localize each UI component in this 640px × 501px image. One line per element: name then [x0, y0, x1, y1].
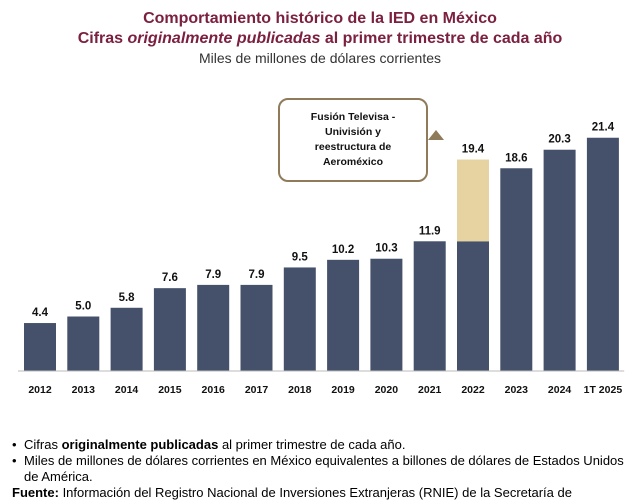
data-label: 7.9 [205, 269, 221, 281]
data-label: 10.2 [332, 244, 354, 256]
data-label: 19.4 [462, 144, 485, 156]
x-tick-label: 2019 [331, 384, 355, 396]
callout-text: Fusión Televisa - Univisión y reestructu… [298, 110, 408, 170]
bar-2012 [24, 323, 56, 371]
x-tick-label: 2017 [245, 384, 269, 396]
data-label: 5.8 [119, 292, 136, 304]
x-tick-label: 2021 [418, 384, 442, 396]
bar-2021 [413, 241, 446, 371]
bar-1t-2025 [586, 137, 619, 371]
x-tick-label: 2022 [461, 384, 485, 396]
title-line2-post: al primer trimestre de cada año [320, 30, 563, 47]
bar-2023 [500, 168, 533, 371]
chart-title-line2: Cifras originalmente publicadas al prime… [0, 29, 640, 49]
chart-title-block: Comportamiento histórico de la IED en Mé… [0, 9, 640, 68]
data-label: 7.6 [162, 272, 178, 284]
bar-2017 [240, 284, 273, 371]
x-tick-label: 2018 [288, 384, 312, 396]
footnote-1-post: al primer trimestre de cada año. [218, 437, 406, 452]
callout-line-3: reestructura de [314, 141, 392, 153]
bar-2014 [110, 307, 143, 371]
bar-2024 [543, 149, 576, 371]
x-tick-label: 2012 [28, 384, 52, 396]
annotation-callout: Fusión Televisa - Univisión y reestructu… [278, 98, 428, 182]
callout-line-4: Aeroméxico [322, 156, 384, 168]
bar-2019 [327, 259, 360, 371]
x-tick-label: 1T 2025 [584, 384, 623, 396]
bar-2020 [370, 258, 403, 371]
bar-2018 [283, 267, 316, 371]
data-label: 5.0 [75, 301, 91, 313]
bar-2022-base [457, 241, 489, 371]
data-label: 4.4 [32, 307, 49, 319]
footnote-1: • Cifras originalmente publicadas al pri… [12, 437, 632, 453]
title-line2-emphasis: originalmente publicadas [127, 30, 321, 47]
source-text: Información del Registro Nacional de Inv… [58, 485, 572, 500]
bar-2022-highlight [457, 159, 489, 242]
x-tick-label: 2024 [548, 384, 572, 396]
data-label: 10.3 [375, 243, 397, 255]
x-tick-label: 2020 [375, 384, 399, 396]
bar-2015 [153, 288, 186, 371]
bar-2013 [67, 316, 100, 371]
data-label: 18.6 [505, 152, 527, 164]
data-label: 20.3 [548, 134, 570, 146]
source-label: Fuente: [12, 485, 59, 500]
bullet-icon: • [12, 437, 17, 452]
x-tick-label: 2013 [72, 384, 96, 396]
chart-subtitle: Miles de millones de dólares corrientes [199, 50, 441, 66]
x-tick-label: 2015 [158, 384, 182, 396]
bullet-icon: • [12, 453, 17, 468]
footnote-1-bold: originalmente publicadas [61, 437, 219, 452]
bar-2016 [197, 284, 230, 371]
footnote-2: • Miles de millones de dólares corriente… [12, 453, 632, 485]
callout-arrow [428, 130, 444, 140]
footnote-2-text: Miles de millones de dólares corrientes … [24, 453, 624, 484]
data-label: 9.5 [292, 251, 309, 263]
footnotes: • Cifras originalmente publicadas al pri… [12, 437, 632, 501]
chart-title: Comportamiento histórico de la IED en Mé… [143, 10, 497, 27]
source-line: Fuente: Información del Registro Naciona… [12, 485, 632, 501]
footnote-1-pre: Cifras [24, 437, 62, 452]
data-label: 21.4 [592, 122, 615, 134]
x-tick-label: 2014 [115, 384, 139, 396]
x-tick-label: 2016 [202, 384, 226, 396]
x-tick-label: 2023 [505, 384, 529, 396]
title-line2-pre: Cifras [77, 30, 128, 47]
data-label: 7.9 [249, 269, 265, 281]
data-label: 11.9 [419, 225, 441, 237]
callout-line-1: Fusión Televisa - [310, 111, 396, 123]
footnote-1-text: Cifras originalmente publicadas al prime… [24, 437, 405, 453]
callout-line-2: Univisión y [324, 126, 381, 138]
